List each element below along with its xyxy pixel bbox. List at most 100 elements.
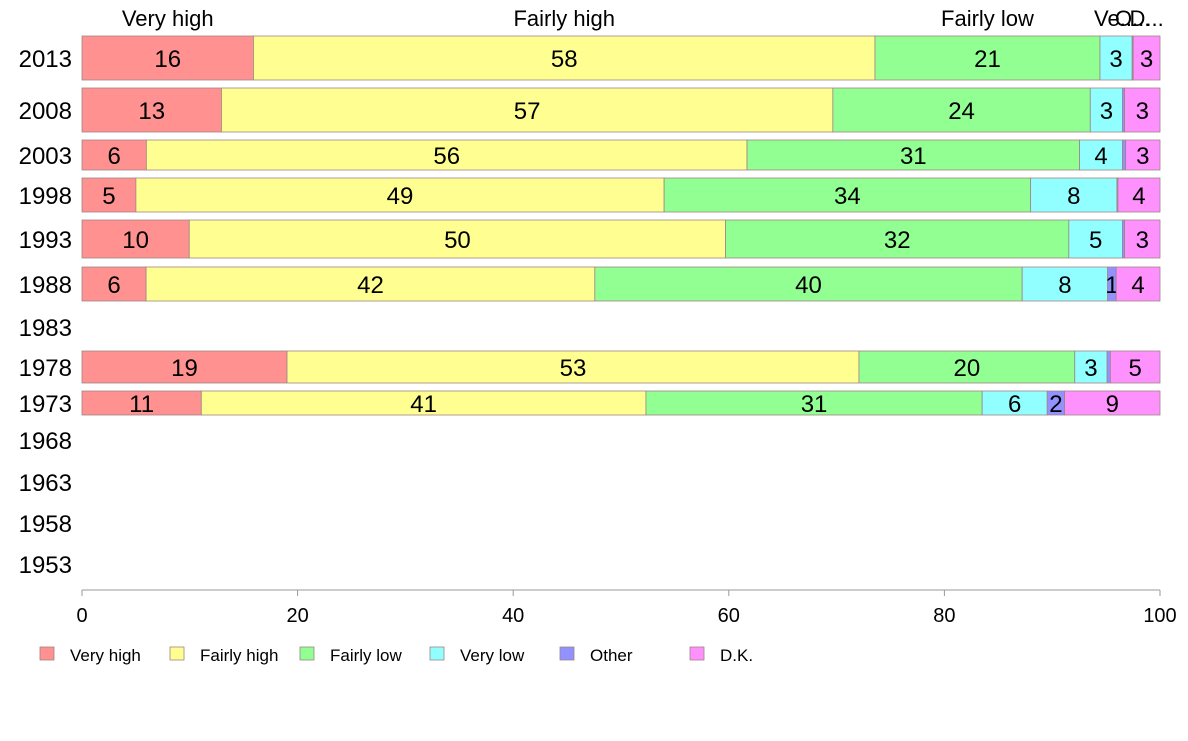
segment-label-1998-3: 8 (1067, 183, 1080, 210)
x-tick-label-40: 40 (502, 605, 524, 627)
segment-label-2003-2: 31 (900, 143, 927, 170)
bar-segment-1978-4 (1106, 350, 1111, 384)
segment-label-2003-3: 4 (1094, 143, 1107, 170)
segment-label-2008-5: 3 (1136, 98, 1149, 125)
legend-swatch-2 (299, 646, 315, 661)
top-series-label-2: Fairly low (941, 6, 1034, 31)
bar-segment-1973-5 (1064, 390, 1161, 416)
top-series-label-5: D... (1129, 6, 1163, 31)
year-label-1968: 1968 (19, 428, 72, 455)
segment-label-1988-3: 8 (1058, 272, 1071, 299)
year-label-1973: 1973 (19, 391, 72, 418)
segment-label-1998-0: 5 (102, 183, 115, 210)
bar-segment-1973-2 (645, 390, 983, 416)
top-series-label-0: Very high (122, 6, 214, 31)
legend-label-5: D.K. (720, 646, 753, 665)
x-tick-label-100: 100 (1143, 605, 1176, 627)
top-series-label-4: O... (1115, 6, 1150, 31)
year-label-1953: 1953 (19, 552, 72, 579)
segment-label-2008-2: 24 (948, 98, 975, 125)
segment-label-2013-5: 3 (1140, 46, 1153, 73)
segment-label-1973-1: 41 (410, 391, 437, 418)
segment-label-1993-5: 3 (1136, 227, 1149, 254)
segment-label-2003-1: 56 (433, 143, 460, 170)
bar-segment-1998-3 (1030, 177, 1118, 213)
segment-label-1998-5: 4 (1132, 183, 1145, 210)
segment-label-1988-1: 42 (357, 272, 384, 299)
segment-label-2008-1: 57 (514, 98, 541, 125)
segment-label-2003-5: 3 (1136, 143, 1149, 170)
bar-segment-2003-1 (145, 139, 748, 171)
segment-label-2003-0: 6 (107, 143, 120, 170)
year-label-1963: 1963 (19, 470, 72, 497)
top-series-label-1: Fairly high (513, 6, 614, 31)
bar-segment-1993-5 (1124, 219, 1161, 259)
legend-swatch-4 (559, 646, 575, 661)
bar-segment-2008-1 (221, 87, 834, 133)
year-label-1958: 1958 (19, 511, 72, 538)
bar-segment-2003-0 (81, 139, 147, 171)
segment-label-1993-2: 32 (884, 227, 911, 254)
segment-label-1973-4: 2 (1049, 391, 1062, 418)
bar-segment-1973-1 (200, 390, 647, 416)
year-label-1988: 1988 (19, 272, 72, 299)
bar-segment-1988-1 (145, 266, 596, 302)
segment-label-2008-3: 3 (1100, 98, 1113, 125)
bar-segment-2003-5 (1125, 139, 1161, 171)
bar-segment-1998-5 (1117, 177, 1161, 213)
bar-segment-2008-2 (832, 87, 1091, 133)
bar-segment-1988-5 (1115, 266, 1161, 302)
bar-segment-1978-5 (1109, 350, 1161, 384)
segment-label-1993-3: 5 (1089, 227, 1102, 254)
segment-label-1973-5: 9 (1106, 391, 1119, 418)
year-label-2008: 2008 (19, 98, 72, 125)
bar-segment-1973-3 (981, 390, 1048, 416)
bar-segment-1998-2 (663, 177, 1032, 213)
segment-label-1988-4: 1 (1105, 272, 1118, 299)
segment-label-1978-2: 20 (953, 355, 980, 382)
segment-label-1978-0: 19 (171, 355, 198, 382)
bar-segment-2013-2 (874, 35, 1101, 81)
legend-label-3: Very low (460, 646, 525, 665)
segment-label-1978-3: 3 (1084, 355, 1097, 382)
segment-label-1993-1: 50 (444, 227, 471, 254)
segment-label-1993-0: 10 (122, 227, 149, 254)
legend-label-2: Fairly low (330, 646, 403, 665)
segment-label-2013-0: 16 (154, 46, 181, 73)
top-series-label-3: Ve... (1094, 6, 1138, 31)
segment-label-1973-3: 6 (1008, 391, 1021, 418)
legend-swatch-3 (429, 646, 445, 661)
bar-segment-2008-0 (81, 87, 222, 133)
segment-label-1998-1: 49 (387, 183, 414, 210)
x-tick-label-80: 80 (933, 605, 955, 627)
legend-swatch-1 (169, 646, 185, 661)
segment-label-1973-0: 11 (129, 391, 154, 418)
bar-segment-2003-2 (746, 139, 1080, 171)
year-label-1993: 1993 (19, 227, 72, 254)
legend-swatch-5 (689, 646, 705, 661)
year-label-1978: 1978 (19, 355, 72, 382)
bar-segment-1993-0 (81, 219, 190, 259)
segment-label-1988-5: 4 (1131, 272, 1144, 299)
year-label-1998: 1998 (19, 183, 72, 210)
segment-label-2008-0: 13 (138, 98, 165, 125)
segment-label-1978-5: 5 (1129, 355, 1142, 382)
bar-segment-2013-1 (253, 35, 876, 81)
legend-label-0: Very high (70, 646, 141, 665)
legend-swatch-0 (39, 646, 55, 661)
legend-label-4: Other (590, 646, 633, 665)
bar-segment-2008-5 (1124, 87, 1161, 133)
bar-segment-1978-2 (858, 350, 1076, 384)
bar-segment-2013-5 (1132, 35, 1161, 81)
bar-segment-2013-0 (81, 35, 254, 81)
segment-label-1988-2: 40 (795, 272, 822, 299)
bar-segment-1993-3 (1068, 219, 1123, 259)
bar-segment-1993-1 (188, 219, 726, 259)
bar-segment-2003-4 (1122, 139, 1127, 171)
x-tick-label-60: 60 (718, 605, 740, 627)
segment-label-1978-1: 53 (560, 355, 587, 382)
year-label-2013: 2013 (19, 46, 72, 73)
bar-segment-1988-0 (81, 266, 147, 302)
segment-label-2013-1: 58 (551, 46, 578, 73)
